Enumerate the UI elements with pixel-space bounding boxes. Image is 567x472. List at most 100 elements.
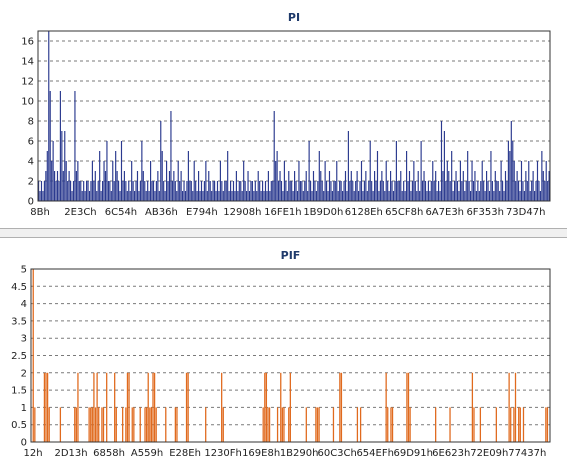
bar bbox=[408, 171, 411, 201]
bar bbox=[417, 171, 419, 201]
bar bbox=[166, 161, 168, 201]
bar bbox=[74, 91, 76, 201]
bar bbox=[336, 161, 338, 201]
bar bbox=[514, 372, 517, 442]
bar bbox=[442, 171, 444, 201]
bar bbox=[526, 181, 528, 201]
bar bbox=[86, 181, 88, 201]
bar bbox=[243, 161, 245, 201]
bar bbox=[262, 407, 264, 442]
bar bbox=[34, 407, 36, 442]
bar bbox=[337, 191, 339, 201]
bar bbox=[101, 407, 103, 442]
bar bbox=[363, 181, 365, 201]
bar bbox=[62, 171, 64, 201]
bar bbox=[280, 372, 282, 442]
bar bbox=[465, 181, 467, 201]
chart-panel-pif: PIF 0 0.5 1 1.5 2 2.5 3 3.5 4 4.5 5 12h 2D13h 6858h A55… bbox=[0, 237, 567, 472]
bar bbox=[263, 191, 265, 201]
bar bbox=[529, 191, 531, 201]
bar bbox=[343, 181, 345, 201]
bar bbox=[94, 407, 97, 442]
bar bbox=[349, 181, 351, 201]
bar bbox=[439, 191, 441, 201]
bar bbox=[334, 181, 336, 201]
x-tick-label: 16FE1h bbox=[264, 207, 302, 218]
bar bbox=[390, 171, 392, 201]
bar bbox=[102, 407, 105, 442]
bar bbox=[468, 181, 470, 201]
bar bbox=[464, 191, 466, 201]
bar bbox=[77, 372, 79, 442]
bar bbox=[186, 181, 188, 201]
bar bbox=[308, 141, 310, 201]
bar bbox=[267, 171, 269, 201]
bar bbox=[163, 181, 165, 201]
bar bbox=[206, 191, 208, 201]
bar bbox=[494, 171, 496, 201]
bar bbox=[311, 191, 313, 201]
bar bbox=[289, 372, 291, 442]
bar bbox=[359, 407, 362, 442]
bar bbox=[246, 191, 248, 201]
x-tick-label: 12h bbox=[23, 448, 42, 459]
bar bbox=[340, 181, 342, 201]
bar bbox=[347, 131, 349, 201]
bar bbox=[366, 191, 368, 201]
bar bbox=[113, 181, 115, 201]
bar bbox=[368, 181, 370, 201]
bar bbox=[387, 407, 389, 442]
bar bbox=[244, 181, 246, 201]
bar bbox=[96, 372, 98, 442]
bar bbox=[80, 181, 82, 201]
x-tick-label: 169E8h bbox=[242, 448, 280, 459]
y-tick-label: 0 bbox=[28, 197, 34, 208]
bar bbox=[409, 407, 411, 442]
bar bbox=[247, 171, 249, 201]
x-tick-label: 8Bh bbox=[30, 207, 50, 218]
bar bbox=[528, 161, 530, 201]
bar bbox=[318, 407, 320, 442]
bar bbox=[278, 181, 280, 201]
bar bbox=[136, 171, 139, 201]
bar bbox=[202, 191, 204, 201]
bar bbox=[481, 161, 483, 201]
bar bbox=[286, 191, 288, 201]
panel-divider[interactable] bbox=[0, 228, 567, 238]
bar bbox=[305, 171, 307, 201]
bar bbox=[40, 181, 43, 201]
y-tick-label: 4 bbox=[21, 299, 27, 310]
x-tick-label: 73D47h bbox=[506, 207, 546, 218]
bar bbox=[520, 161, 523, 201]
bar bbox=[177, 161, 179, 201]
bar bbox=[488, 191, 491, 201]
bar bbox=[339, 372, 341, 442]
bar bbox=[369, 141, 371, 201]
bar bbox=[270, 181, 272, 201]
bar bbox=[289, 181, 291, 201]
bar bbox=[525, 171, 527, 201]
x-tick-label: 6E623h bbox=[432, 448, 470, 459]
bar bbox=[378, 191, 380, 201]
bar bbox=[478, 191, 480, 201]
bar bbox=[54, 171, 56, 201]
bar bbox=[88, 191, 91, 201]
bar bbox=[241, 191, 243, 201]
bar bbox=[294, 171, 296, 201]
bar bbox=[167, 181, 169, 201]
bar bbox=[324, 161, 326, 201]
bar bbox=[532, 171, 534, 201]
x-tick-label: E28Eh bbox=[169, 448, 201, 459]
bar bbox=[114, 372, 116, 442]
bar bbox=[350, 171, 352, 201]
bar bbox=[230, 181, 232, 201]
bar bbox=[46, 372, 49, 442]
bar bbox=[384, 191, 386, 201]
bar bbox=[110, 191, 112, 201]
bar bbox=[125, 181, 127, 201]
bar bbox=[251, 181, 253, 201]
bar bbox=[122, 181, 124, 201]
x-tick-label: E794h bbox=[186, 207, 218, 218]
bar bbox=[473, 407, 475, 442]
bar bbox=[168, 171, 171, 201]
